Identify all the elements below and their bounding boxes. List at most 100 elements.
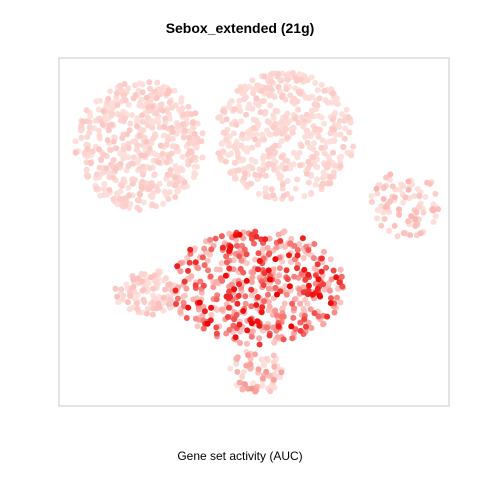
scatter-point	[268, 79, 275, 85]
scatter-point	[173, 144, 180, 151]
scatter-point	[124, 299, 131, 306]
scatter-point	[106, 122, 113, 129]
scatter-point	[259, 382, 266, 389]
scatter-point	[200, 325, 207, 332]
scatter-point	[132, 92, 139, 99]
scatter-point	[275, 84, 282, 90]
scatter-point	[149, 299, 156, 306]
scatter-point	[299, 235, 306, 242]
scatter-point	[243, 85, 249, 92]
scatter-point	[136, 102, 143, 109]
scatter-point	[147, 165, 153, 172]
scatter-point	[236, 253, 243, 260]
scatter-point	[250, 125, 257, 132]
scatter-point	[330, 126, 337, 133]
scatter-point	[280, 336, 287, 343]
scatter-point	[140, 296, 147, 303]
scatter-point	[311, 241, 318, 247]
scatter-point	[276, 265, 283, 272]
scatter-point	[327, 173, 334, 180]
scatter-point	[236, 231, 243, 238]
scatter-point	[240, 308, 247, 314]
scatter-point	[300, 255, 307, 261]
scatter-point	[163, 159, 170, 166]
scatter-point	[286, 283, 293, 290]
scatter-point	[294, 176, 301, 183]
scatter-point	[304, 127, 311, 134]
scatter-point	[167, 167, 174, 173]
scatter-point	[208, 246, 215, 253]
scatter-point	[185, 304, 192, 311]
scatter-point	[140, 171, 146, 178]
scatter-point	[288, 235, 295, 242]
scatter-point	[387, 198, 394, 205]
scatter-point	[215, 114, 222, 121]
scatter-point	[204, 257, 211, 264]
scatter-point	[93, 185, 100, 192]
scatter-point	[323, 164, 330, 171]
scatter-point	[225, 142, 232, 148]
scatter-point	[400, 230, 407, 237]
scatter-point	[278, 154, 285, 160]
scatter-point	[289, 300, 296, 307]
scatter-point	[126, 192, 133, 199]
scatter-point	[238, 142, 245, 149]
scatter-point	[222, 158, 229, 165]
scatter-point	[106, 169, 113, 176]
scatter-point	[284, 157, 291, 164]
scatter-point	[181, 179, 188, 186]
scatter-point	[98, 156, 104, 163]
scatter-point	[336, 154, 343, 161]
scatter-point	[295, 119, 302, 126]
scatter-point	[329, 116, 336, 123]
scatter-point	[84, 145, 91, 152]
scatter-point	[248, 231, 255, 238]
scatter-point	[271, 94, 278, 100]
scatter-point	[122, 195, 128, 202]
scatter-point	[266, 332, 273, 339]
scatter-point	[277, 238, 284, 244]
scatter-point	[110, 157, 117, 163]
scatter-point	[114, 293, 121, 300]
scatter-point	[432, 190, 439, 197]
scatter-point	[289, 129, 296, 136]
scatter-point	[296, 286, 303, 293]
scatter-point	[219, 244, 226, 251]
scatter-point	[292, 115, 299, 122]
scatter-point	[327, 256, 334, 263]
scatter-point	[338, 273, 345, 280]
scatter-point	[315, 276, 322, 283]
scatter-point	[283, 72, 290, 78]
scatter-point	[155, 187, 161, 194]
scatter-point	[236, 281, 242, 288]
scatter-point	[141, 199, 147, 206]
scatter-point	[120, 155, 127, 162]
scatter-point	[96, 132, 103, 139]
scatter-point	[225, 314, 231, 320]
scatter-point	[278, 118, 285, 125]
scatter-point	[199, 130, 206, 137]
scatter-point	[126, 306, 133, 313]
scatter-point	[236, 379, 243, 386]
scatter-point	[263, 355, 270, 362]
scatter-point	[180, 121, 187, 128]
scatter-point	[255, 366, 262, 373]
scatter-point	[381, 184, 388, 191]
scatter-point	[145, 104, 151, 111]
scatter-point	[312, 181, 319, 188]
scatter-point	[339, 143, 346, 150]
scatter-point	[233, 360, 240, 367]
scatter-point	[296, 149, 303, 156]
scatter-point	[151, 88, 158, 95]
scatter-point	[199, 312, 206, 319]
scatter-point	[297, 327, 304, 334]
scatter-point	[244, 340, 250, 347]
scatter-point	[246, 101, 253, 108]
scatter-point	[316, 292, 323, 299]
scatter-point	[248, 303, 255, 310]
scatter-point	[190, 119, 196, 126]
scatter-point	[268, 70, 275, 77]
scatter-point	[166, 189, 173, 196]
scatter-point	[101, 186, 108, 193]
scatter-point	[297, 90, 304, 97]
